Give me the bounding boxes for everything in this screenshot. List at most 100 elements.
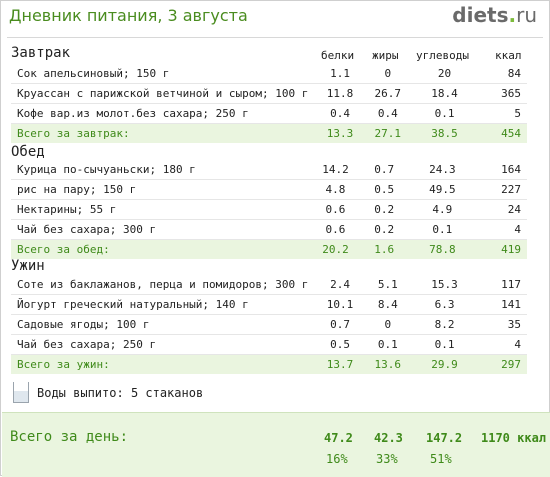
kcal-value: 84	[477, 64, 527, 84]
total-carbs: 78.8	[408, 239, 477, 259]
food-name: Йогурт греческий натуральный; 140 г	[11, 294, 317, 315]
breakfast-table: Сок апельсиновый; 150 г 1.1 0 20 84 Круа…	[11, 64, 527, 143]
total-carbs: 29.9	[411, 354, 478, 374]
table-row: Круассан с парижской ветчиной и сыром; 1…	[11, 83, 527, 104]
carbs-value: 18.4	[411, 83, 478, 104]
carbs-value: 24.3	[408, 160, 477, 180]
column-header-fat: жиры	[372, 49, 399, 62]
table-row: рис на пару; 150 г 4.8 0.5 49.5 227	[11, 179, 527, 200]
kcal-value: 164	[476, 160, 527, 180]
table-row: Нектарины; 55 г 0.6 0.2 4.9 24	[11, 199, 527, 220]
protein-value: 11.8	[316, 83, 364, 104]
lunch-total-row: Всего за обед: 20.2 1.6 78.8 419	[11, 239, 527, 259]
day-carbs: 147.2	[426, 431, 463, 445]
fat-value: 8.4	[363, 294, 412, 315]
kcal-value: 4	[477, 334, 527, 355]
carbs-value: 49.5	[408, 179, 477, 200]
table-row: Йогурт греческий натуральный; 140 г 10.1…	[11, 294, 527, 315]
carbs-value: 8.2	[411, 314, 478, 335]
kcal-value: 5	[477, 103, 527, 124]
food-name: Круассан с парижской ветчиной и сыром; 1…	[11, 83, 317, 104]
food-name: Сок апельсиновый; 150 г	[11, 64, 317, 84]
total-kcal: 419	[476, 239, 527, 259]
fat-value: 0.4	[363, 103, 412, 124]
food-name: Нектарины; 55 г	[11, 199, 312, 220]
carbs-value: 20	[411, 64, 478, 84]
total-protein: 13.7	[316, 354, 364, 374]
dinner-table: Соте из баклажанов, перца и помидоров; 3…	[11, 275, 527, 374]
total-label: Всего за ужин:	[11, 354, 317, 374]
total-label: Всего за обед:	[11, 239, 312, 259]
protein-value: 4.8	[311, 179, 360, 200]
protein-value: 14.2	[311, 160, 360, 180]
carbs-value: 6.3	[411, 294, 478, 315]
kcal-value: 35	[477, 314, 527, 335]
fat-value: 0.2	[359, 219, 409, 240]
food-name: Садовые ягоды; 100 г	[11, 314, 317, 335]
brand-logo[interactable]: diets.ru	[452, 3, 537, 27]
meal-title-lunch: Обед	[11, 144, 45, 160]
protein-value: 0.4	[316, 103, 364, 124]
carbs-value: 0.1	[411, 334, 478, 355]
carbs-value: 0.1	[411, 103, 478, 124]
kcal-value: 24	[476, 199, 527, 220]
total-fat: 1.6	[359, 239, 409, 259]
day-total-panel: Всего за день: 47.2 42.3 147.2 1170 ккал…	[2, 412, 550, 477]
kcal-value: 365	[477, 83, 527, 104]
total-protein: 20.2	[311, 239, 360, 259]
breakfast-total-row: Всего за завтрак: 13.3 27.1 38.5 454	[11, 123, 527, 143]
carbs-value: 0.1	[408, 219, 477, 240]
protein-value: 10.1	[316, 294, 364, 315]
protein-value: 1.1	[316, 64, 364, 84]
water-glass-icon	[13, 382, 29, 403]
column-header-protein: белки	[321, 49, 355, 62]
dinner-total-row: Всего за ужин: 13.7 13.6 29.9 297	[11, 354, 527, 374]
water-label: Воды выпито:	[37, 386, 124, 400]
food-name: Чай без сахара; 250 г	[11, 334, 317, 355]
table-row: Курица по-сычуаньски; 180 г 14.2 0.7 24.…	[11, 160, 527, 180]
fat-value: 0.5	[359, 179, 409, 200]
brand-tld: ru	[516, 3, 537, 27]
carbs-value: 15.3	[411, 275, 478, 295]
day-fat-pct: 33%	[376, 452, 398, 466]
protein-value: 0.6	[311, 219, 360, 240]
food-name: рис на пару; 150 г	[11, 179, 312, 200]
table-row: Чай без сахара; 250 г 0.5 0.1 0.1 4	[11, 334, 527, 355]
table-row: Соте из баклажанов, перца и помидоров; 3…	[11, 275, 527, 295]
protein-value: 0.5	[316, 334, 364, 355]
day-protein: 47.2	[324, 431, 353, 445]
day-kcal: 1170 ккал	[481, 431, 547, 445]
food-name: Соте из баклажанов, перца и помидоров; 3…	[11, 275, 317, 295]
fat-value: 0.7	[359, 160, 409, 180]
day-total-label: Всего за день:	[10, 429, 129, 445]
table-row: Садовые ягоды; 100 г 0.7 0 8.2 35	[11, 314, 527, 335]
food-name: Кофе вар.из молот.без сахара; 250 г	[11, 103, 317, 124]
total-carbs: 38.5	[411, 123, 478, 143]
total-kcal: 454	[477, 123, 527, 143]
column-header-kcal: ккал	[495, 49, 522, 62]
column-header-carbs: углеводы	[416, 49, 469, 62]
page-title: Дневник питания, 3 августа	[9, 6, 248, 25]
fat-value: 26.7	[363, 83, 412, 104]
food-name: Курица по-сычуаньски; 180 г	[11, 160, 312, 180]
kcal-value: 227	[476, 179, 527, 200]
kcal-value: 117	[477, 275, 527, 295]
fat-value: 5.1	[363, 275, 412, 295]
total-kcal: 297	[477, 354, 527, 374]
brand-dot: .	[508, 3, 517, 27]
lunch-table: Курица по-сычуаньски; 180 г 14.2 0.7 24.…	[11, 160, 527, 259]
day-protein-pct: 16%	[326, 452, 348, 466]
day-carbs-pct: 51%	[430, 452, 452, 466]
total-label: Всего за завтрак:	[11, 123, 317, 143]
fat-value: 0	[363, 314, 412, 335]
protein-value: 0.6	[311, 199, 360, 220]
header-divider	[7, 37, 543, 38]
fat-value: 0.1	[363, 334, 412, 355]
total-protein: 13.3	[316, 123, 364, 143]
water-value: 5 стаканов	[130, 386, 204, 400]
day-fat: 42.3	[374, 431, 403, 445]
meal-title-dinner: Ужин	[11, 258, 45, 274]
table-row: Чай без сахара; 300 г 0.6 0.2 0.1 4	[11, 219, 527, 240]
protein-value: 0.7	[316, 314, 364, 335]
